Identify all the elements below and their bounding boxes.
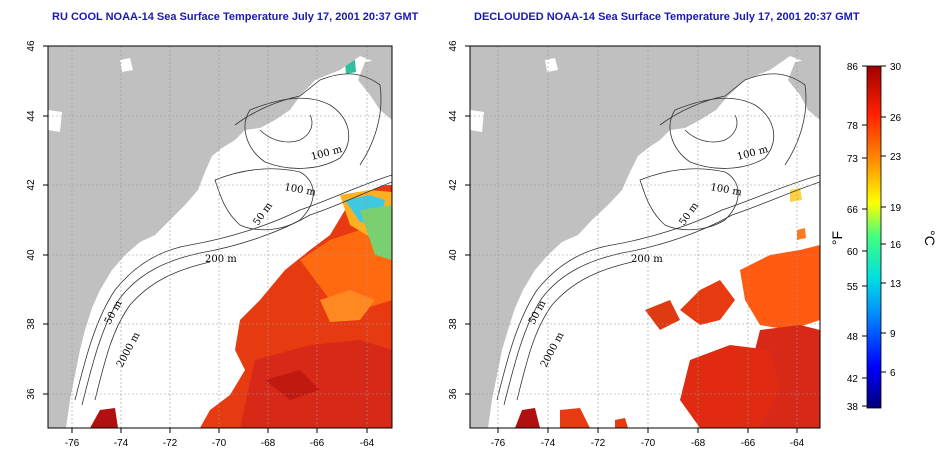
left-map-title: RU COOL NOAA-14 Sea Surface Temperature … bbox=[52, 11, 419, 23]
fahrenheit-tick-label: 73 bbox=[847, 154, 859, 165]
fahrenheit-tick-label: 55 bbox=[847, 282, 859, 293]
left-lon-tick-label: -72 bbox=[163, 438, 178, 449]
right-map-title: DECLOUDED NOAA-14 Sea Surface Temperatur… bbox=[474, 11, 860, 23]
colorbar: 86 78 73 66 60 55 48 42 38 30 26 23 19 1… bbox=[829, 62, 938, 413]
left-lat-tick-labels: 36 38 40 42 44 46 bbox=[26, 40, 37, 400]
left-map-panel: 100 m 100 m 50 m 200 m 50 m 2000 m -76 -… bbox=[26, 40, 393, 449]
colorbar-ramp bbox=[866, 65, 882, 409]
fahrenheit-tick-label: 60 bbox=[847, 247, 859, 258]
right-contour-label-200m: 200 m bbox=[631, 254, 663, 265]
left-lat-tick-label: 42 bbox=[26, 179, 37, 191]
left-lon-tick-label: -68 bbox=[261, 438, 276, 449]
right-lon-tick-label: -74 bbox=[541, 438, 556, 449]
fahrenheit-tick-label: 86 bbox=[847, 62, 859, 73]
right-lat-tick-label: 38 bbox=[448, 318, 459, 330]
celsius-tick-label: 13 bbox=[890, 279, 902, 290]
celsius-tick-label: 6 bbox=[890, 368, 896, 379]
fahrenheit-tick-label: 48 bbox=[847, 332, 859, 343]
right-lon-tick-label: -66 bbox=[741, 438, 756, 449]
celsius-tick-label: 9 bbox=[890, 329, 896, 340]
celsius-tick-label: 30 bbox=[890, 62, 902, 73]
right-axis-ticks bbox=[465, 45, 798, 433]
fahrenheit-tick-label: 78 bbox=[847, 121, 859, 132]
colorbar-fahrenheit-labels: 86 78 73 66 60 55 48 42 38 bbox=[847, 62, 859, 413]
right-map-panel: 100 m 100 m 50 m 200 m 50 m 2000 m -76 -… bbox=[448, 40, 821, 449]
right-land bbox=[470, 46, 820, 428]
celsius-tick-label: 26 bbox=[890, 113, 902, 124]
celsius-tick-label: 16 bbox=[890, 240, 902, 251]
celsius-unit-label: °C bbox=[922, 230, 938, 246]
right-lat-tick-label: 44 bbox=[448, 110, 459, 122]
right-lon-tick-label: -76 bbox=[491, 438, 506, 449]
right-lat-tick-label: 40 bbox=[448, 249, 459, 261]
left-lon-tick-label: -66 bbox=[310, 438, 325, 449]
left-lat-tick-label: 46 bbox=[26, 40, 37, 52]
right-sst-field bbox=[515, 188, 820, 428]
fahrenheit-tick-label: 42 bbox=[847, 374, 859, 385]
left-lon-tick-label: -64 bbox=[360, 438, 375, 449]
left-lat-tick-label: 38 bbox=[26, 318, 37, 330]
right-lat-tick-label: 36 bbox=[448, 388, 459, 400]
left-bathymetry-contours bbox=[74, 73, 392, 406]
left-lat-tick-label: 36 bbox=[26, 388, 37, 400]
left-lon-tick-label: -74 bbox=[114, 438, 129, 449]
left-land bbox=[48, 46, 392, 428]
left-lon-tick-label: -70 bbox=[212, 438, 227, 449]
right-lon-tick-label: -70 bbox=[641, 438, 656, 449]
left-lon-tick-labels: -76 -74 -72 -70 -68 -66 -64 bbox=[65, 438, 375, 449]
right-bathymetry-contours bbox=[496, 73, 820, 406]
left-axis-ticks bbox=[43, 45, 368, 433]
left-lat-tick-label: 40 bbox=[26, 249, 37, 261]
right-lon-tick-labels: -76 -74 -72 -70 -68 -66 -64 bbox=[491, 438, 805, 449]
right-lon-tick-label: -72 bbox=[591, 438, 606, 449]
fahrenheit-unit-label: °F bbox=[829, 231, 845, 245]
right-map-frame bbox=[469, 45, 821, 429]
fahrenheit-tick-label: 66 bbox=[847, 205, 859, 216]
celsius-tick-label: 19 bbox=[890, 203, 902, 214]
right-lon-tick-label: -68 bbox=[691, 438, 706, 449]
colorbar-celsius-labels: 30 26 23 19 16 13 9 6 bbox=[890, 62, 902, 379]
right-lon-tick-label: -64 bbox=[790, 438, 805, 449]
right-lat-tick-labels: 36 38 40 42 44 46 bbox=[448, 40, 459, 400]
right-lat-tick-label: 42 bbox=[448, 179, 459, 191]
left-contour-label-200m: 200 m bbox=[205, 254, 237, 265]
right-lat-tick-label: 46 bbox=[448, 40, 459, 52]
celsius-tick-label: 23 bbox=[890, 152, 902, 163]
left-gridlines bbox=[48, 46, 392, 428]
left-map-frame bbox=[47, 45, 393, 429]
left-lat-tick-label: 44 bbox=[26, 110, 37, 122]
fahrenheit-tick-label: 38 bbox=[847, 402, 859, 413]
left-lon-tick-label: -76 bbox=[65, 438, 80, 449]
